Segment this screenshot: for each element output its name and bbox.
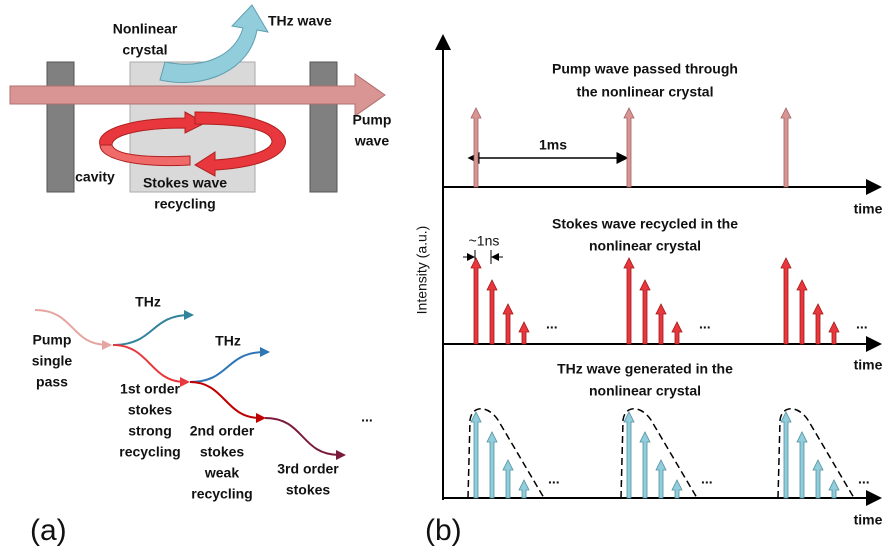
axes <box>435 34 882 506</box>
pulse-arrow <box>780 107 792 188</box>
ellipsis: ... <box>361 409 373 425</box>
curve <box>189 351 266 383</box>
label: stokes <box>200 444 245 460</box>
pulse-arrow <box>812 303 824 345</box>
pulse-arrow <box>828 479 840 499</box>
pulse-arrow <box>796 431 808 499</box>
title: the nonlinear crystal <box>577 84 714 100</box>
panel-label: (a) <box>30 514 67 547</box>
ellipsis: ... <box>858 471 870 487</box>
label: 1st order <box>120 381 180 397</box>
pulse-arrow <box>655 303 667 345</box>
curve <box>34 309 109 346</box>
pulse-arrow <box>780 257 792 345</box>
label: 1ms <box>539 137 567 153</box>
label: stokes <box>286 482 331 498</box>
stokes-ring <box>99 144 191 167</box>
pulse-arrow <box>623 411 635 499</box>
label: Pump <box>33 332 72 348</box>
pulse-arrow <box>780 411 792 499</box>
pulse-arrow <box>486 279 498 345</box>
curve <box>189 381 261 419</box>
curve <box>112 314 191 346</box>
label: stokes <box>128 402 173 418</box>
label: Stokes wave <box>143 175 227 191</box>
cascade <box>34 309 346 460</box>
ellipsis: ... <box>699 316 711 332</box>
envelope <box>777 408 855 499</box>
label: THz wave <box>268 13 332 29</box>
label: ~1ns <box>469 233 500 249</box>
title: nonlinear crystal <box>589 383 701 399</box>
label: recycling <box>191 486 252 502</box>
title: THz wave generated in the <box>557 361 733 377</box>
pulse-arrow <box>518 321 530 345</box>
pulse-arrow <box>486 431 498 499</box>
ellipsis: ... <box>856 316 868 332</box>
pulse-arrow <box>796 279 808 345</box>
envelope <box>620 408 698 499</box>
label: cavity <box>75 169 115 185</box>
label: weak <box>204 465 239 481</box>
ellipsis: ... <box>701 471 713 487</box>
pulse-arrow <box>623 107 635 188</box>
label: pass <box>36 374 68 390</box>
mirror <box>309 61 338 193</box>
pulse-arrow <box>812 459 824 499</box>
pulse-arrow <box>671 321 683 345</box>
pulse-arrow <box>470 411 482 499</box>
pulse-arrow <box>639 431 651 499</box>
x-axis-label: time <box>854 201 883 217</box>
pulse-arrow <box>623 257 635 345</box>
label: recycling <box>119 444 180 460</box>
pulse-arrow <box>639 279 651 345</box>
pulse-arrow <box>470 107 482 188</box>
label: crystal <box>122 42 167 58</box>
ellipsis: ... <box>546 316 558 332</box>
label: 2nd order <box>190 423 255 439</box>
thz-arrow <box>159 4 269 84</box>
pulse-arrow <box>518 479 530 499</box>
mirror <box>46 61 75 193</box>
pulse-arrow <box>671 479 683 499</box>
curve <box>112 344 186 383</box>
label: single <box>32 353 73 369</box>
pulse-arrow <box>655 459 667 499</box>
label: Pump <box>353 112 392 128</box>
pulse-arrow <box>502 459 514 499</box>
setup <box>9 4 386 193</box>
label: recycling <box>154 196 215 212</box>
title: nonlinear crystal <box>589 238 701 254</box>
pump-arrow <box>9 73 386 117</box>
label: THz <box>215 333 241 349</box>
y-axis-label: Intensity (a.u.) <box>414 226 430 315</box>
label: wave <box>354 133 389 149</box>
stokes-ring <box>194 111 286 177</box>
title: Stokes wave recycled in the <box>552 216 738 232</box>
label: Nonlinear <box>113 21 178 37</box>
x-axis-label: time <box>854 512 883 528</box>
panel-label: (b) <box>425 514 462 547</box>
label: strong <box>128 423 172 439</box>
pulse-arrow <box>502 303 514 345</box>
x-axis-label: time <box>854 357 883 373</box>
pulse-arrow <box>828 321 840 345</box>
label: THz <box>135 294 161 310</box>
title: Pump wave passed through <box>552 61 738 77</box>
curve <box>264 417 341 456</box>
ellipsis: ... <box>548 471 560 487</box>
label: 3rd order <box>277 461 339 477</box>
envelope <box>467 408 545 499</box>
pulse-arrow <box>470 257 482 345</box>
